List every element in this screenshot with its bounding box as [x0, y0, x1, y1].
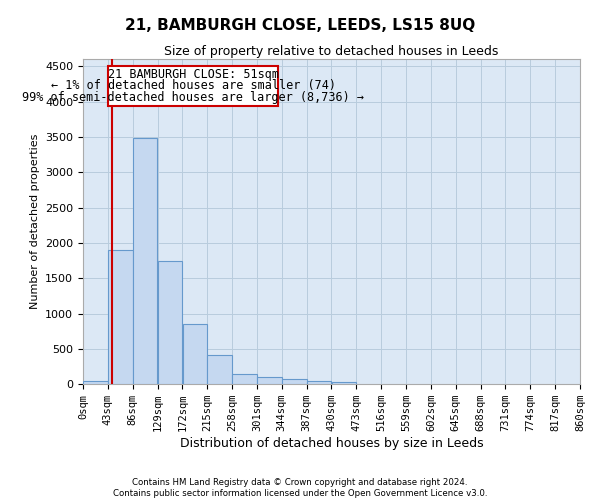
Bar — [83, 380, 108, 384]
Title: Size of property relative to detached houses in Leeds: Size of property relative to detached ho… — [164, 45, 499, 58]
Bar — [158, 260, 182, 384]
Bar — [282, 380, 307, 384]
FancyBboxPatch shape — [108, 66, 278, 106]
X-axis label: Distribution of detached houses by size in Leeds: Distribution of detached houses by size … — [179, 437, 484, 450]
Bar — [232, 374, 257, 384]
Text: 21, BAMBURGH CLOSE, LEEDS, LS15 8UQ: 21, BAMBURGH CLOSE, LEEDS, LS15 8UQ — [125, 18, 475, 32]
Bar — [332, 382, 356, 384]
Bar — [208, 354, 232, 384]
Text: ← 1% of detached houses are smaller (74): ← 1% of detached houses are smaller (74) — [50, 78, 335, 92]
Text: 21 BAMBURGH CLOSE: 51sqm: 21 BAMBURGH CLOSE: 51sqm — [107, 68, 278, 80]
Bar — [108, 250, 133, 384]
Bar — [133, 138, 157, 384]
Text: 99% of semi-detached houses are larger (8,736) →: 99% of semi-detached houses are larger (… — [22, 90, 364, 104]
Text: Contains HM Land Registry data © Crown copyright and database right 2024.
Contai: Contains HM Land Registry data © Crown c… — [113, 478, 487, 498]
Y-axis label: Number of detached properties: Number of detached properties — [29, 134, 40, 310]
Bar — [182, 324, 207, 384]
Bar — [257, 377, 281, 384]
Bar — [307, 381, 331, 384]
